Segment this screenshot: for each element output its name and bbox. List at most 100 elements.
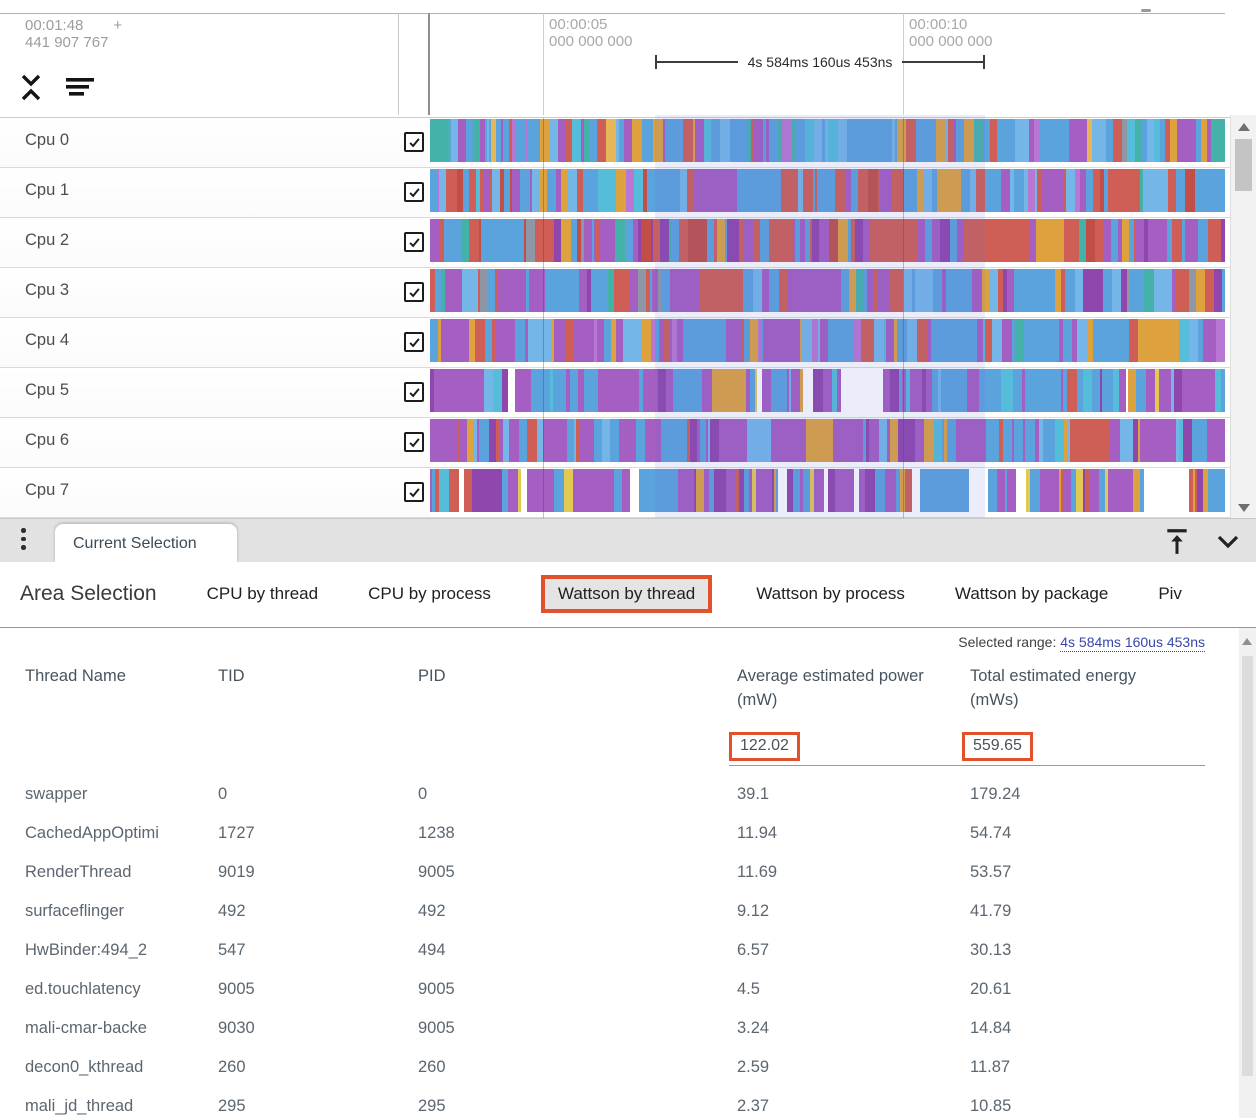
column-header[interactable]: Total estimated energy (mWs) — [970, 667, 1137, 709]
scrollbar-up-icon[interactable] — [1238, 123, 1250, 131]
table-cell: RenderThread — [25, 863, 132, 881]
table-scrollbar-up-icon[interactable] — [1242, 638, 1252, 645]
track-label-shell[interactable]: Cpu 2 — [0, 218, 430, 267]
detail-tab-wattson-by-process[interactable]: Wattson by process — [756, 584, 905, 603]
ruler-tick-10s: 00:00:10 000 000 000 — [909, 16, 993, 50]
column-header[interactable]: Thread Name — [25, 667, 126, 685]
origin-nanoseconds: 441 907 767 — [25, 34, 109, 51]
track-checkbox[interactable] — [404, 432, 424, 452]
track-name: Cpu 2 — [25, 231, 70, 249]
track-name: Cpu 4 — [25, 331, 70, 349]
track-slices[interactable] — [430, 119, 1225, 162]
detail-tab-cpu-by-process[interactable]: CPU by process — [368, 584, 491, 603]
table-cell: 41.79 — [970, 902, 1012, 920]
table-cell: 494 — [418, 941, 446, 959]
table-cell: 53.57 — [970, 863, 1012, 881]
collapse-panel-icon[interactable] — [1214, 528, 1242, 554]
gridline-10s — [903, 13, 904, 115]
track-slices[interactable] — [430, 419, 1225, 462]
table-scrollbar-thumb[interactable] — [1242, 656, 1253, 1076]
track-checkbox[interactable] — [404, 132, 424, 152]
expand-panel-to-top-icon[interactable] — [1164, 527, 1190, 555]
table-row: swapper 0 0 39.1 179.24 — [0, 775, 1230, 814]
track-label-shell[interactable]: Cpu 7 — [0, 468, 430, 517]
table-cell: swapper — [25, 785, 88, 803]
summary-total-energy: 559.65 — [962, 732, 1033, 761]
tab-current-selection[interactable]: Current Selection — [55, 524, 237, 563]
panel-menu-icon[interactable] — [21, 528, 26, 550]
track-slices[interactable] — [430, 219, 1225, 262]
cpu-track-row: Cpu 1 — [0, 168, 1230, 218]
table-cell: 0 — [218, 785, 228, 803]
track-checkbox[interactable] — [404, 232, 424, 252]
table-cell: mali_jd_thread — [25, 1097, 134, 1115]
table-cell: mali-cmar-backe — [25, 1019, 147, 1037]
track-name: Cpu 6 — [25, 431, 70, 449]
bracket-right-tick — [983, 55, 986, 69]
column-header[interactable]: TID — [218, 667, 245, 685]
ruler-divider — [398, 13, 399, 115]
table-cell: 9005 — [418, 863, 455, 881]
table-cell: 492 — [218, 902, 246, 920]
track-checkbox[interactable] — [404, 332, 424, 352]
summary-avg-power: 122.02 — [729, 732, 800, 761]
detail-tab-wattson-by-thread[interactable]: Wattson by thread — [540, 575, 713, 613]
cpu-track-list: Cpu 0 Cpu 1 Cpu 2 Cpu 3 Cpu 4 Cpu 5 Cpu 6 Cpu 7 — [0, 117, 1230, 518]
table-row: HwBinder:494_2 547 494 6.57 30.13 — [0, 931, 1230, 970]
table-cell: 20.61 — [970, 980, 1012, 998]
tabstrip-divider — [0, 627, 1256, 628]
track-slices[interactable] — [430, 369, 1225, 412]
track-checkbox[interactable] — [404, 382, 424, 402]
table-cell: 179.24 — [970, 785, 1021, 803]
track-checkbox[interactable] — [404, 282, 424, 302]
track-slices[interactable] — [430, 169, 1225, 212]
wattson-table-region: Selected range: 4s 584ms 160us 453ns Thr… — [0, 628, 1256, 1118]
table-cell: 11.69 — [737, 863, 778, 881]
timeline-panel: 00:01:48 + 441 907 767 00:00:05 000 000 00… — [0, 0, 1256, 518]
selected-range-bracket: 4s 584ms 160us 453ns — [655, 51, 986, 73]
detail-tab-wattson-by-package[interactable]: Wattson by package — [954, 584, 1109, 603]
ruler-tick-5s: 00:00:05 000 000 000 — [549, 16, 633, 50]
detail-tab-cpu-by-thread[interactable]: CPU by thread — [206, 584, 319, 603]
track-label-shell[interactable]: Cpu 1 — [0, 168, 430, 217]
track-checkbox[interactable] — [404, 182, 424, 202]
table-cell: 9019 — [218, 863, 255, 881]
track-label-shell[interactable]: Cpu 5 — [0, 368, 430, 417]
table-cell: 10.85 — [970, 1097, 1012, 1115]
scrollbar-down-icon[interactable] — [1238, 504, 1250, 512]
column-header[interactable]: PID — [418, 667, 446, 685]
area-selection-tabstrip: Area Selection CPU by thread CPU by proce… — [0, 568, 1256, 620]
cpu-track-row: Cpu 3 — [0, 268, 1230, 318]
selected-range-value-link[interactable]: 4s 584ms 160us 453ns — [1060, 634, 1205, 652]
scrollbar-thumb[interactable] — [1235, 139, 1252, 191]
origin-plus: + — [113, 17, 123, 34]
timeline-scrollbar[interactable] — [1230, 115, 1256, 518]
collapse-tracks-icon[interactable] — [18, 72, 44, 102]
table-cell: 2.59 — [737, 1058, 770, 1076]
cpu-track-row: Cpu 5 — [0, 368, 1230, 418]
track-slices[interactable] — [430, 469, 1225, 512]
column-header[interactable]: Average estimated power (mW) — [737, 667, 924, 709]
table-cell: 14.84 — [970, 1019, 1012, 1037]
sort-tracks-icon[interactable] — [64, 75, 96, 99]
track-label-shell[interactable]: Cpu 6 — [0, 418, 430, 467]
track-label-shell[interactable]: Cpu 3 — [0, 268, 430, 317]
track-slices[interactable] — [430, 269, 1225, 312]
track-name: Cpu 1 — [25, 181, 70, 199]
table-cell: 1727 — [218, 824, 255, 842]
table-cell: 2.37 — [737, 1097, 770, 1115]
track-label-shell[interactable]: Cpu 4 — [0, 318, 430, 367]
table-cell: 260 — [218, 1058, 246, 1076]
table-scrollbar[interactable] — [1239, 628, 1256, 1118]
detail-panel: Area Selection CPU by thread CPU by proce… — [0, 562, 1256, 1118]
track-checkbox[interactable] — [404, 482, 424, 502]
table-cell: 9.12 — [737, 902, 770, 920]
track-slices[interactable] — [430, 319, 1225, 362]
table-cell: 0 — [418, 785, 428, 803]
table-cell: 4.5 — [737, 980, 760, 998]
table-row: mali-cmar-backe 9030 9005 3.24 14.84 — [0, 1009, 1230, 1048]
overview-handle[interactable] — [1141, 9, 1151, 12]
track-label-shell[interactable]: Cpu 0 — [0, 118, 430, 167]
table-cell: 547 — [218, 941, 246, 959]
detail-tab-piv[interactable]: Piv — [1158, 584, 1182, 603]
